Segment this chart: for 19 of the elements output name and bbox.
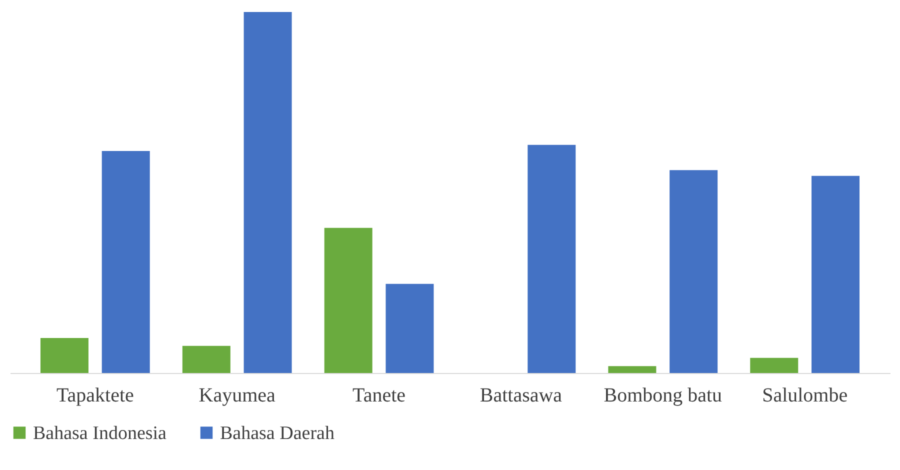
x-tick-label: Bombong batu (604, 384, 722, 406)
bar (750, 358, 798, 373)
x-tick-label: Kayumea (198, 384, 276, 406)
bar (670, 170, 718, 373)
x-tick-label: Battasawa (480, 384, 562, 406)
bar (182, 346, 230, 373)
bar (244, 12, 292, 373)
legend-label: Bahasa Daerah (220, 422, 335, 444)
x-tick-label: Salulombe (762, 384, 848, 406)
bar (812, 176, 860, 373)
bar (40, 338, 88, 373)
bar (386, 284, 434, 373)
x-tick-label: Tapaktete (56, 384, 134, 406)
bar (102, 150, 150, 373)
legend-label: Bahasa Indonesia (33, 422, 168, 444)
x-tick-label: Tanete (352, 384, 406, 406)
bar (324, 228, 372, 373)
bar (528, 144, 576, 373)
bar (608, 366, 656, 373)
